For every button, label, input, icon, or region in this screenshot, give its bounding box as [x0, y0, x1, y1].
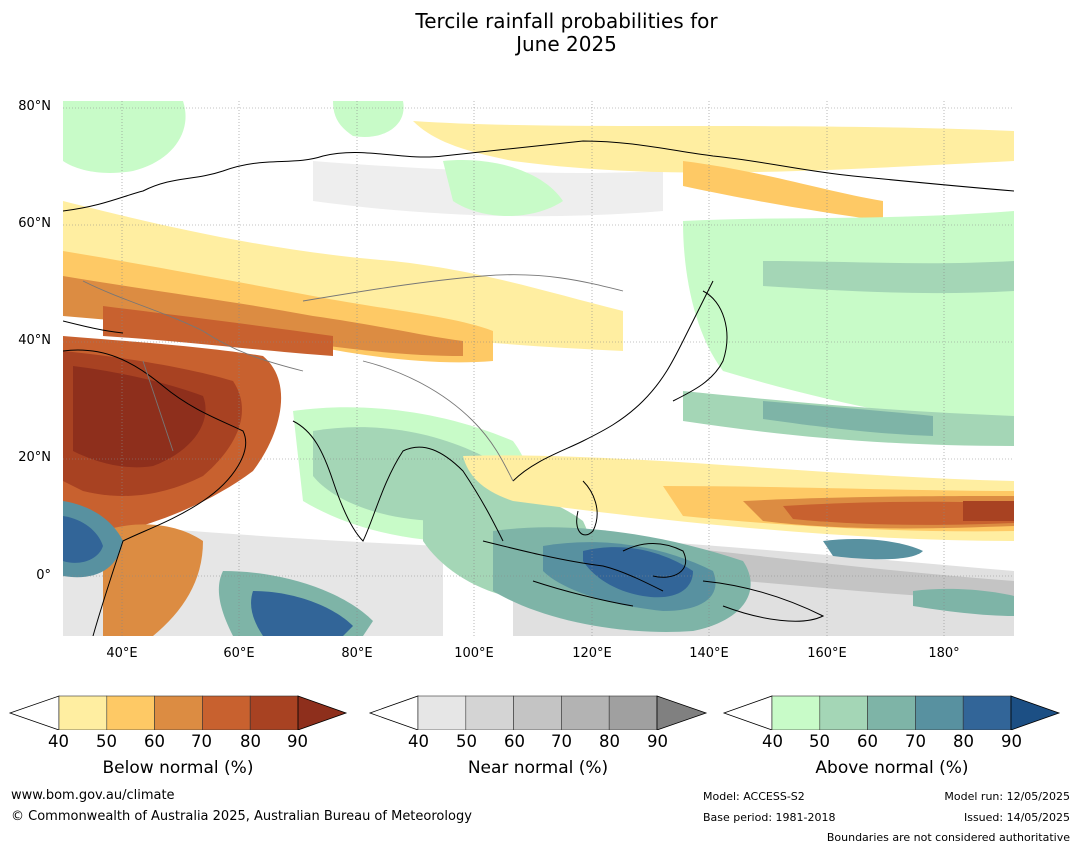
cbar-above-tick-70: 70: [905, 732, 926, 751]
cbar-above-tick-80: 80: [953, 732, 974, 751]
cbar-above-swatch-4: [962, 695, 1012, 730]
cbar-below-tick-40: 40: [48, 732, 69, 751]
cbar-above-low-extend: [722, 695, 773, 730]
cbar-near-low-extend: [368, 695, 419, 730]
lon-label-60e: 60°E: [223, 646, 255, 661]
model-run-text: Model run: 12/05/2025: [944, 790, 1070, 803]
lat-label-20n: 20°N: [18, 450, 51, 465]
lat-label-80n: 80°N: [18, 99, 51, 114]
colorbars-svg: [8, 695, 1061, 730]
cbar-below-tick-50: 50: [96, 732, 117, 751]
cbar-near-tick-60: 60: [504, 732, 525, 751]
rainfall-probability-map: [62, 101, 1015, 637]
cbar-near-title: Near normal (%): [467, 758, 609, 778]
cbar-above-tick-50: 50: [809, 732, 830, 751]
coastlines: [62, 140, 1015, 637]
lon-label-140e: 140°E: [689, 646, 729, 661]
cbar-near-tick-80: 80: [599, 732, 620, 751]
lat-label-60n: 60°N: [18, 216, 51, 231]
issued-text: Issued: 14/05/2025: [963, 811, 1070, 824]
website-link[interactable]: www.bom.gov.au/climate: [11, 788, 175, 803]
cbar-below-swatch-3: [202, 695, 251, 730]
copyright-text: © Commonwealth of Australia 2025, Austra…: [11, 809, 472, 824]
graticule: [63, 101, 1014, 636]
cbar-near-swatch-0: [417, 695, 467, 730]
cbar-above-swatch-0: [771, 695, 821, 730]
base-period-text: Base period: 1981-2018: [703, 811, 836, 824]
map-svg: [62, 101, 1015, 637]
disclaimer-text: Boundaries are not considered authoritat…: [826, 831, 1070, 844]
cbar-below-low-extend: [8, 695, 60, 730]
cbar-below-tick-70: 70: [191, 732, 212, 751]
lat-label-0: 0°: [36, 568, 51, 583]
cbar-above-high-extend: [1010, 695, 1061, 730]
lon-label-120e: 120°E: [572, 646, 612, 661]
cbar-near-tick-40: 40: [408, 732, 429, 751]
cbar-above-swatch-3: [915, 695, 964, 730]
cbar-below-swatch-4: [249, 695, 299, 730]
cbar-below-high-extend: [297, 695, 348, 730]
cbar-near-swatch-4: [608, 695, 658, 730]
cbar-above-title: Above normal (%): [815, 758, 969, 778]
cbar-near-swatch-1: [465, 695, 514, 730]
lon-label-160e: 160°E: [807, 646, 847, 661]
cbar-below-title: Below normal (%): [102, 758, 254, 778]
title-line-2: June 2025: [516, 32, 617, 56]
lon-label-80e: 80°E: [341, 646, 373, 661]
probability-field: [63, 101, 1014, 636]
cbar-near-tick-70: 70: [551, 732, 572, 751]
cbar-near-tick-90: 90: [647, 732, 668, 751]
cbar-near-swatch-3: [561, 695, 610, 730]
cbar-above-tick-90: 90: [1001, 732, 1022, 751]
title-line-1: Tercile rainfall probabilities for: [415, 9, 718, 33]
cbar-below-tick-80: 80: [240, 732, 261, 751]
cbar-above-swatch-2: [867, 695, 916, 730]
country-borders: [82, 274, 624, 482]
lon-label-180: 180°: [928, 646, 960, 661]
cbar-below-swatch-0: [58, 695, 108, 730]
cbar-above-swatch-1: [819, 695, 868, 730]
lon-label-100e: 100°E: [454, 646, 494, 661]
lon-label-40e: 40°E: [106, 646, 138, 661]
cbar-below-swatch-1: [106, 695, 155, 730]
cbar-below-swatch-2: [154, 695, 203, 730]
lat-label-40n: 40°N: [18, 333, 51, 348]
cbar-near-swatch-2: [513, 695, 562, 730]
cbar-below-tick-90: 90: [287, 732, 308, 751]
map-title: Tercile rainfall probabilities for June …: [0, 10, 1081, 56]
cbar-near-high-extend: [656, 695, 708, 730]
cbar-above-tick-60: 60: [857, 732, 878, 751]
cbar-above-tick-40: 40: [762, 732, 783, 751]
cbar-near-tick-50: 50: [456, 732, 477, 751]
cbar-below-tick-60: 60: [144, 732, 165, 751]
model-text: Model: ACCESS-S2: [703, 790, 805, 803]
